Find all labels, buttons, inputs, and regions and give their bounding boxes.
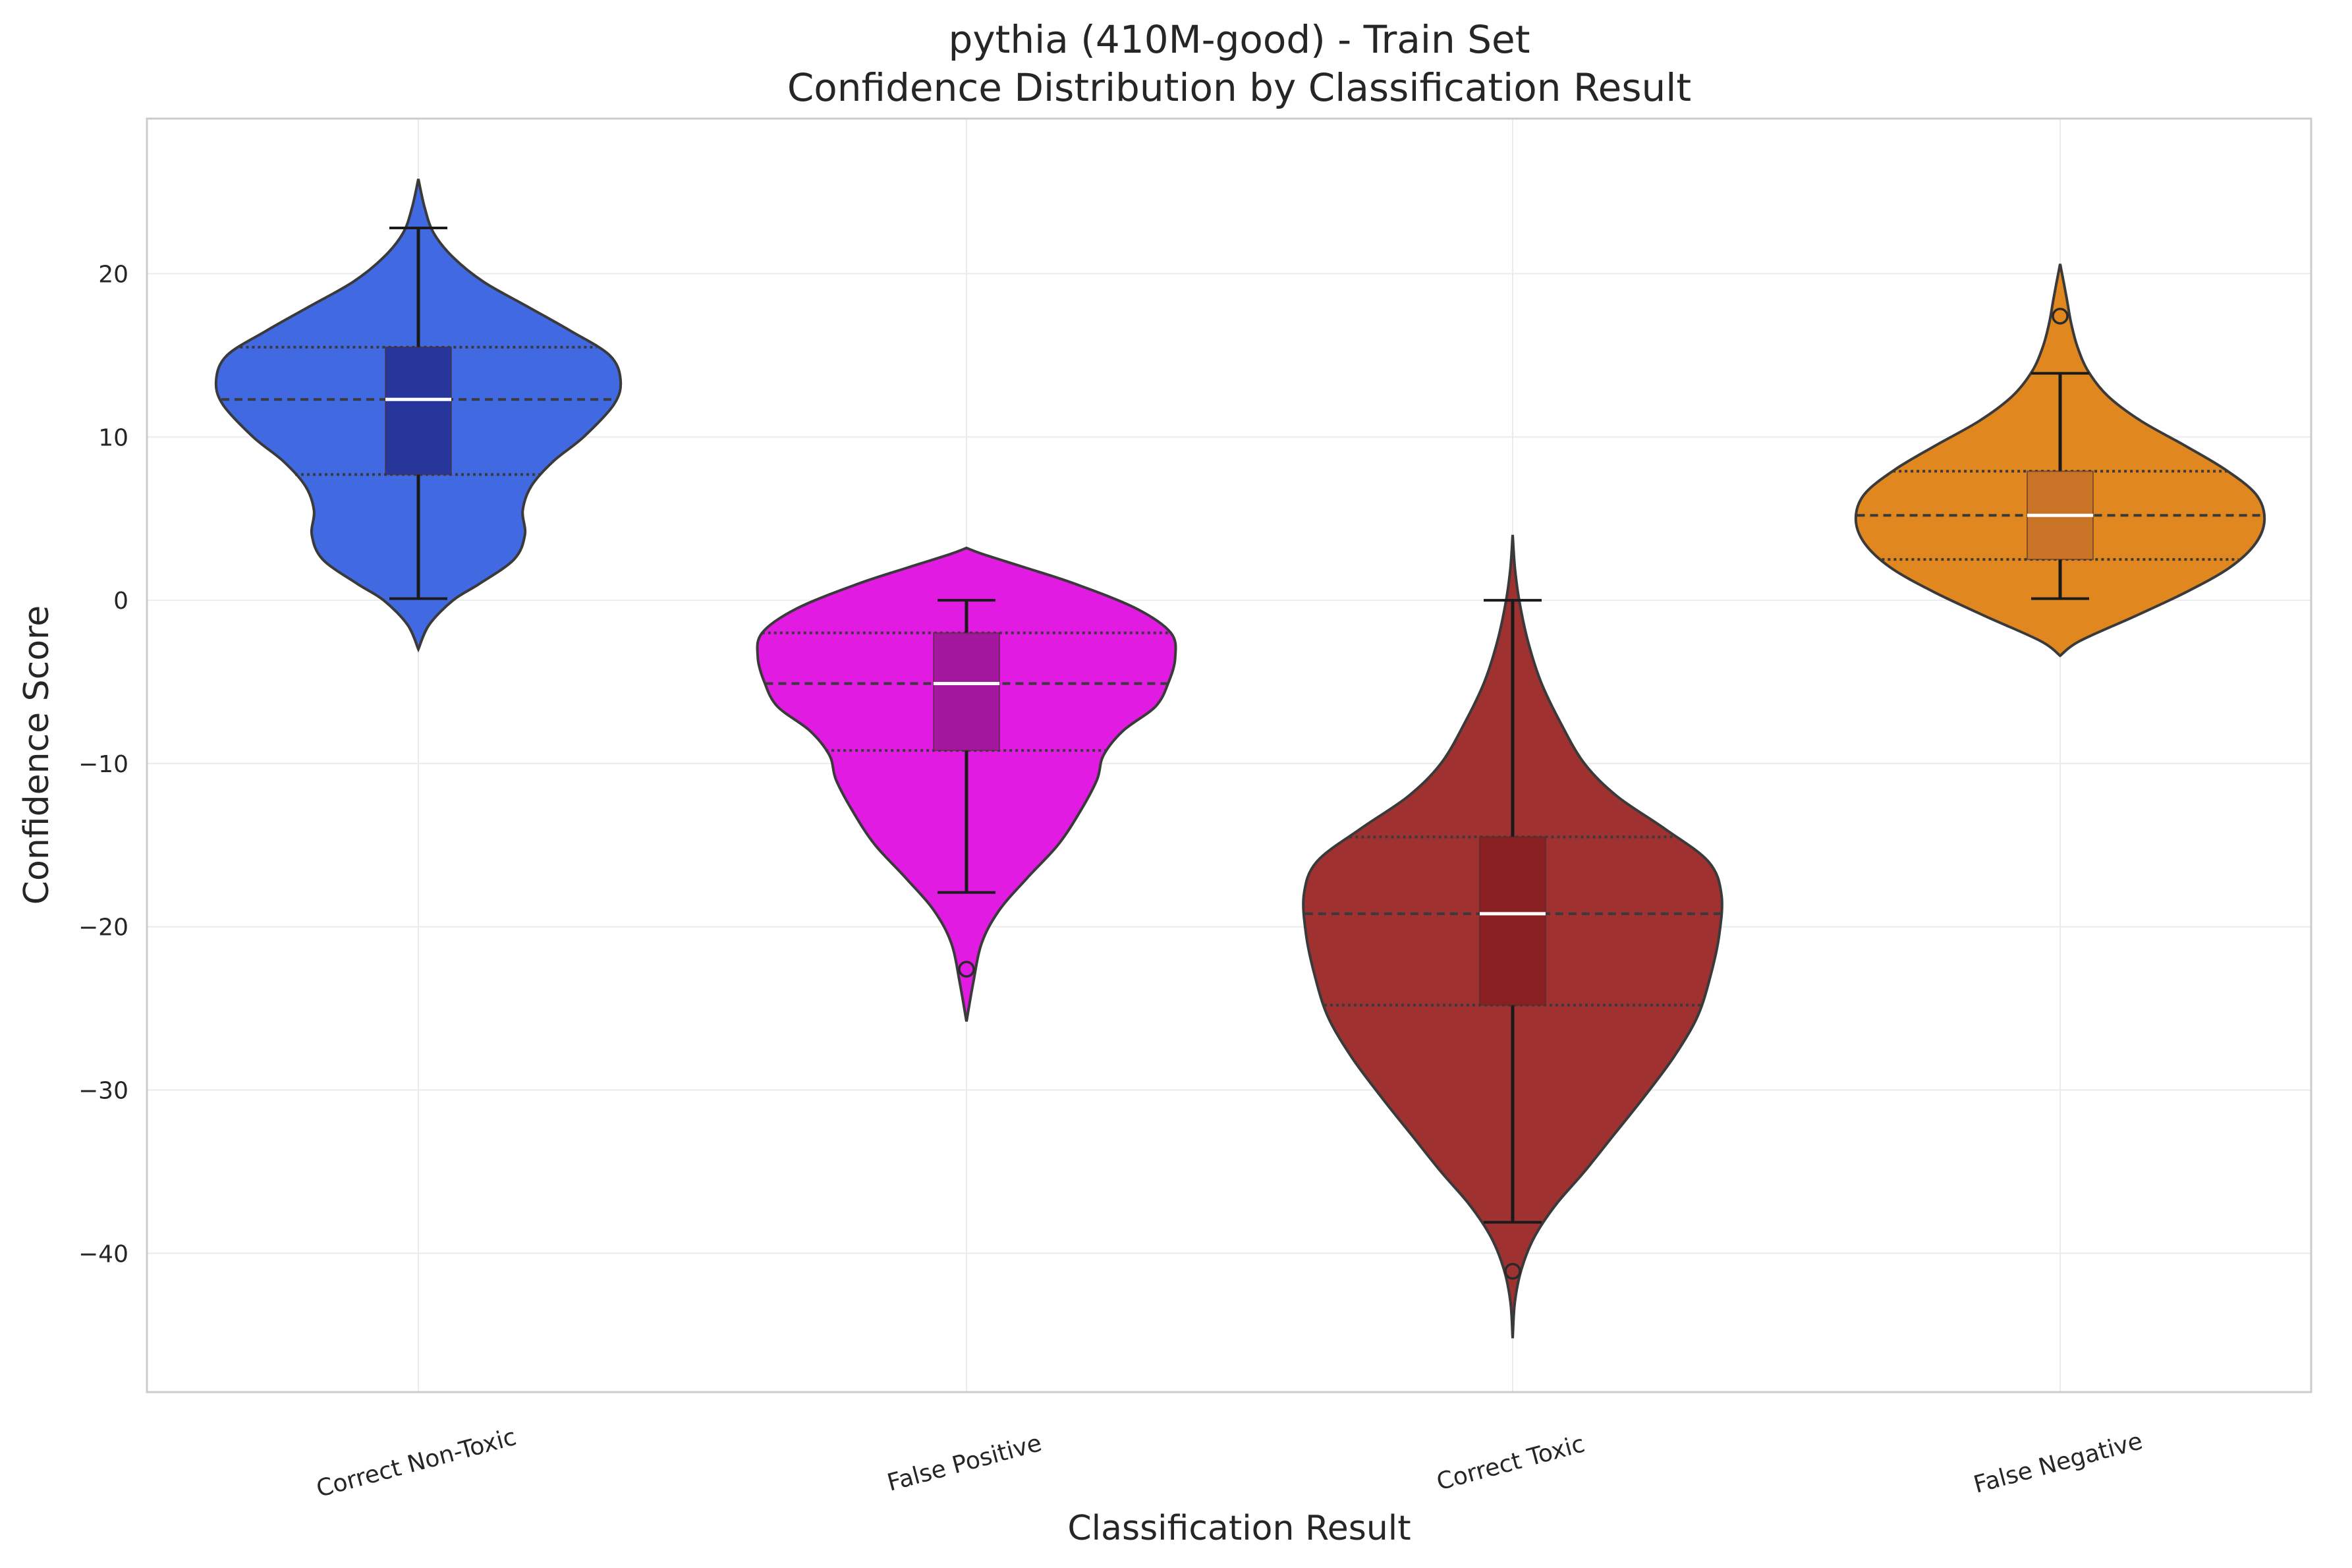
y-tick-label: −20 (78, 914, 128, 941)
box (933, 632, 1000, 752)
y-tick-label: 20 (98, 261, 128, 288)
y-tick-label: 0 (113, 588, 128, 615)
chart-subtitle: Confidence Distribution by Classificatio… (787, 65, 1691, 110)
outlier-point (958, 961, 975, 978)
y-tick-label: 10 (98, 424, 128, 451)
y-tick-label: −10 (78, 751, 128, 778)
x-tick-label: Correct Toxic (1434, 1430, 1587, 1496)
x-tick-label: False Positive (885, 1430, 1045, 1497)
violins (214, 179, 2266, 1339)
chart-title: pythia (410M-good) - Train Set (949, 17, 1530, 62)
y-tick-label: −40 (78, 1241, 128, 1268)
x-tick-labels: Correct Non-Toxic False Positive Correct T… (314, 1424, 2146, 1503)
x-axis-label: Classification Result (1067, 1509, 1411, 1548)
y-axis-label: Confidence Score (17, 605, 57, 905)
box (1479, 836, 1546, 1006)
outlier-point (2052, 308, 2069, 325)
x-tick-label: Correct Non-Toxic (314, 1424, 519, 1503)
y-tick-labels: 20 10 0 −10 −20 −30 −40 (78, 261, 128, 1268)
y-tick-label: −30 (78, 1078, 128, 1105)
plot-frame (146, 117, 2312, 1393)
x-tick-label: False Negative (1971, 1428, 2146, 1499)
outlier-point (1504, 1262, 1521, 1280)
box (385, 346, 452, 476)
